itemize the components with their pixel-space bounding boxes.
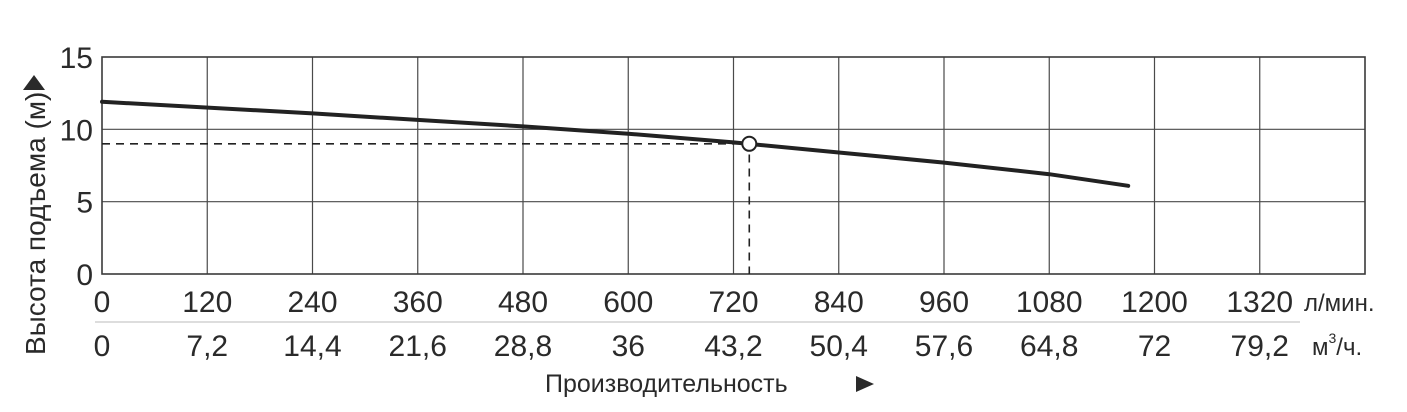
x-tick-label-lpm: 1080	[1016, 286, 1083, 319]
x-tick-label-lpm: 0	[94, 286, 111, 319]
x-tick-label-m3h: 79,2	[1231, 330, 1289, 363]
y-axis-arrow-icon	[23, 75, 45, 90]
x-tick-label-lpm: 840	[814, 286, 864, 319]
x-tick-label-m3h: 28,8	[494, 330, 552, 363]
operating-point-marker	[741, 135, 758, 152]
x-unit-lpm: л/мин.	[1304, 290, 1375, 317]
x-tick-label-lpm: 720	[708, 286, 758, 319]
x-tick-label-m3h: 14,4	[283, 330, 341, 363]
y-tick-labels: 0 5 10 15	[60, 42, 93, 292]
x-unit-m3h: м3/ч.	[1312, 330, 1362, 361]
x-tick-labels-lpm: 0 120 240 360 480 600 720 840 960 1080 1200 1320	[94, 286, 1293, 319]
x-tick-label-m3h: 64,8	[1020, 330, 1078, 363]
x-tick-label-m3h: 50,4	[810, 330, 868, 363]
x-axis-arrow-icon	[856, 376, 874, 392]
y-tick-label: 0	[76, 259, 93, 292]
x-tick-label-m3h: 0	[94, 330, 111, 363]
y-tick-label: 10	[60, 114, 93, 147]
x-tick-label-lpm: 240	[287, 286, 337, 319]
plot-frame	[101, 56, 1366, 275]
x-tick-label-lpm: 360	[393, 286, 443, 319]
x-tick-label-lpm: 120	[182, 286, 232, 319]
x-axis-title: Производительность	[545, 370, 788, 398]
pump-curve-line	[100, 99, 1131, 188]
grid-lines	[102, 57, 1365, 274]
x-tick-label-lpm: 1320	[1226, 286, 1293, 319]
x-tick-label-m3h: 43,2	[704, 330, 762, 363]
y-tick-label: 5	[76, 187, 93, 220]
x-tick-label-lpm: 960	[919, 286, 969, 319]
series-layer	[100, 99, 1131, 274]
x-tick-label-m3h: 21,6	[389, 330, 447, 363]
y-tick-label: 15	[60, 42, 93, 75]
x-tick-label-lpm: 480	[498, 286, 548, 319]
x-tick-label-lpm: 1200	[1121, 286, 1188, 319]
x-tick-label-m3h: 7,2	[186, 330, 228, 363]
x-tick-label-lpm: 600	[603, 286, 653, 319]
y-axis-title: Высота подъема (м)	[20, 92, 51, 355]
x-tick-label-m3h: 57,6	[915, 330, 973, 363]
x-tick-label-m3h: 72	[1138, 330, 1171, 363]
y-axis-title-group: Высота подъема (м)	[20, 75, 51, 355]
x-tick-label-m3h: 36	[612, 330, 645, 363]
x-tick-labels-m3h: 0 7,2 14,4 21,6 28,8 36 43,2 50,4 57,6 64,8 72 79,2	[94, 330, 1289, 363]
operating-point-guide	[102, 143, 751, 274]
